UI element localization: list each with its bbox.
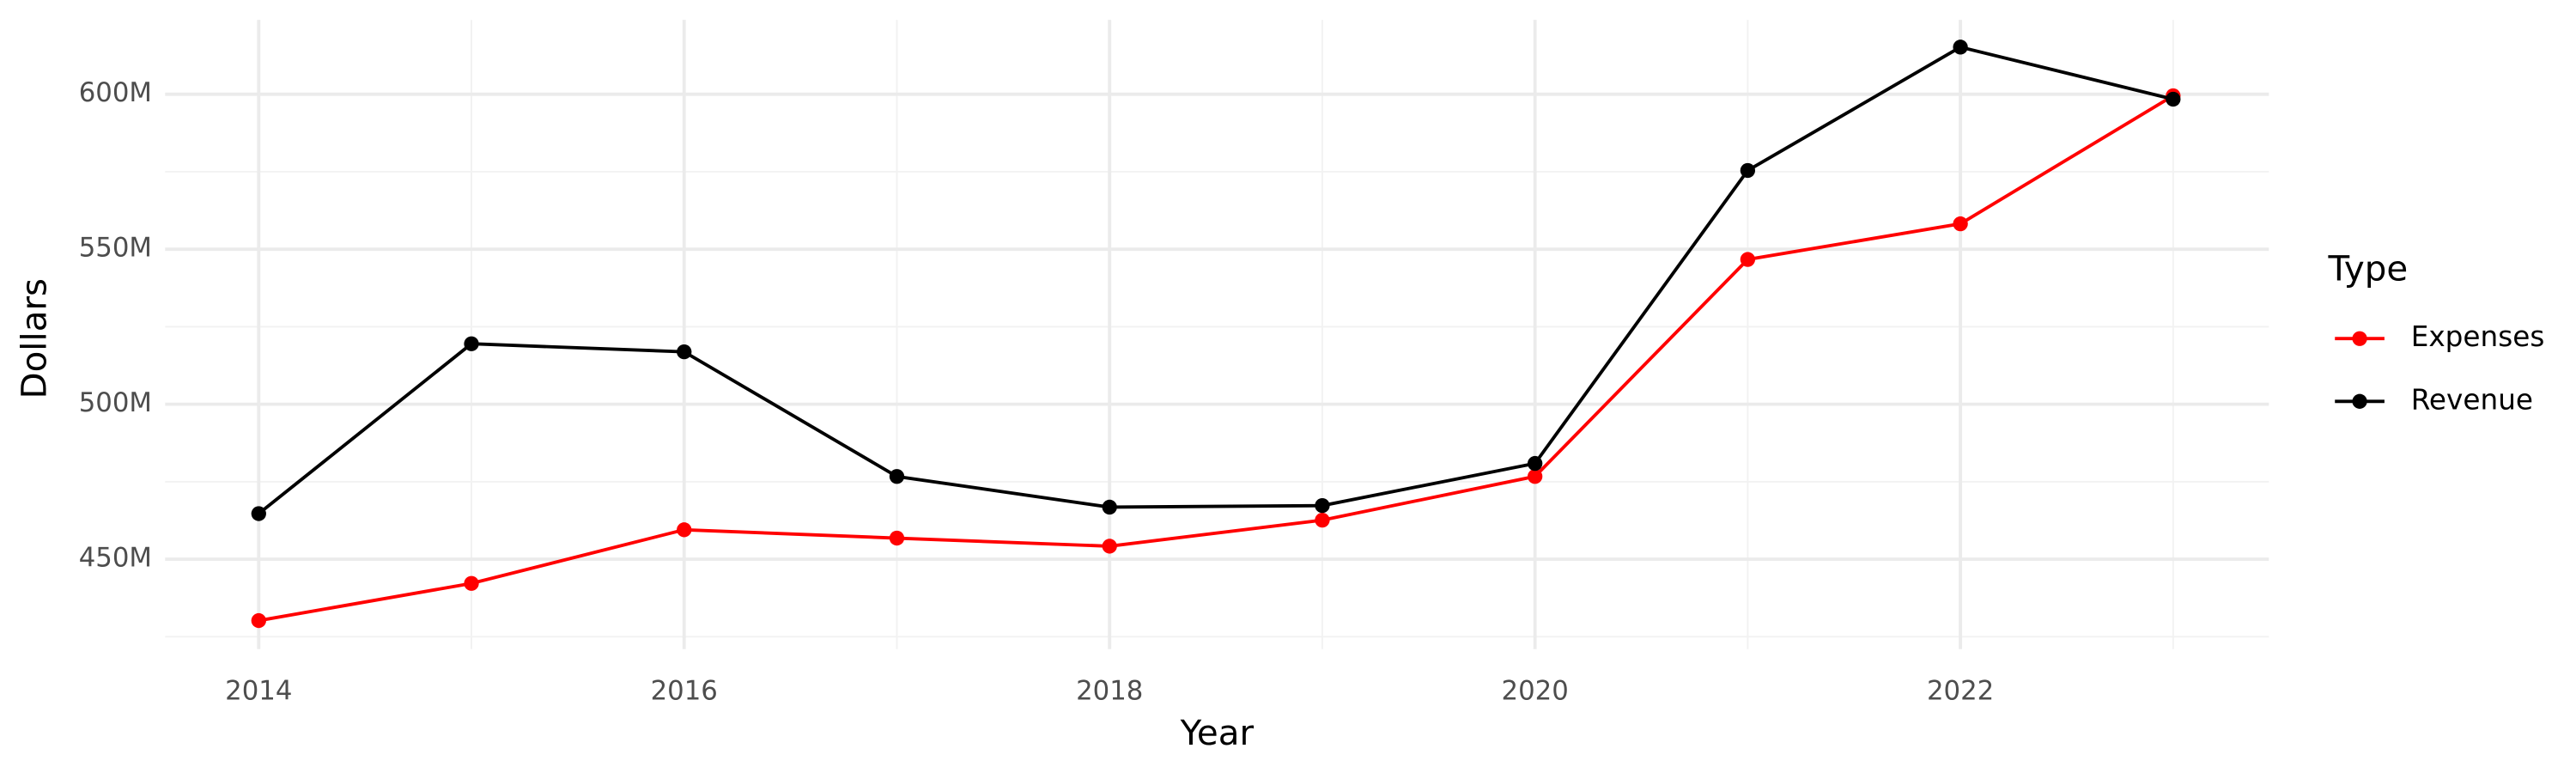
y-axis-title: Dollars: [14, 278, 54, 399]
y-tick-label: 550M: [79, 233, 152, 264]
data-point: [1528, 469, 1543, 484]
data-point: [1102, 499, 1117, 515]
legend-key-point: [2352, 331, 2367, 346]
series-line: [258, 45, 2174, 515]
y-tick-label: 450M: [79, 543, 152, 574]
grid: [165, 20, 2269, 649]
data-point: [464, 575, 479, 591]
x-tick-label: 2020: [1502, 675, 1569, 706]
x-tick-label: 2016: [651, 675, 718, 706]
x-tick-label: 2018: [1076, 675, 1143, 706]
legend-key-point: [2352, 393, 2367, 409]
data-point: [1102, 539, 1117, 554]
data-point: [889, 530, 905, 546]
data-point: [1315, 498, 1330, 514]
data-point: [677, 522, 692, 538]
data-point: [1740, 162, 1756, 179]
legend-title: Type: [2328, 248, 2409, 289]
series-line: [258, 94, 2174, 623]
legend-label: Revenue: [2411, 383, 2533, 416]
data-point: [251, 506, 266, 521]
data-point: [2166, 91, 2181, 107]
x-axis-title: Year: [1180, 713, 1255, 753]
data-point: [464, 336, 479, 351]
data-point: [1315, 512, 1330, 528]
legend-label: Expenses: [2411, 320, 2545, 353]
data-point: [889, 469, 905, 484]
y-tick-label: 500M: [79, 387, 152, 418]
data-point: [677, 344, 692, 360]
data-point: [1740, 252, 1756, 267]
data-point: [251, 612, 266, 629]
y-tick-label: 600M: [79, 77, 152, 108]
x-tick-label: 2022: [1927, 675, 1994, 706]
data-point: [1528, 455, 1543, 472]
x-tick-label: 2014: [225, 675, 292, 706]
data-point: [1953, 40, 1968, 55]
data-point: [1953, 216, 1968, 232]
